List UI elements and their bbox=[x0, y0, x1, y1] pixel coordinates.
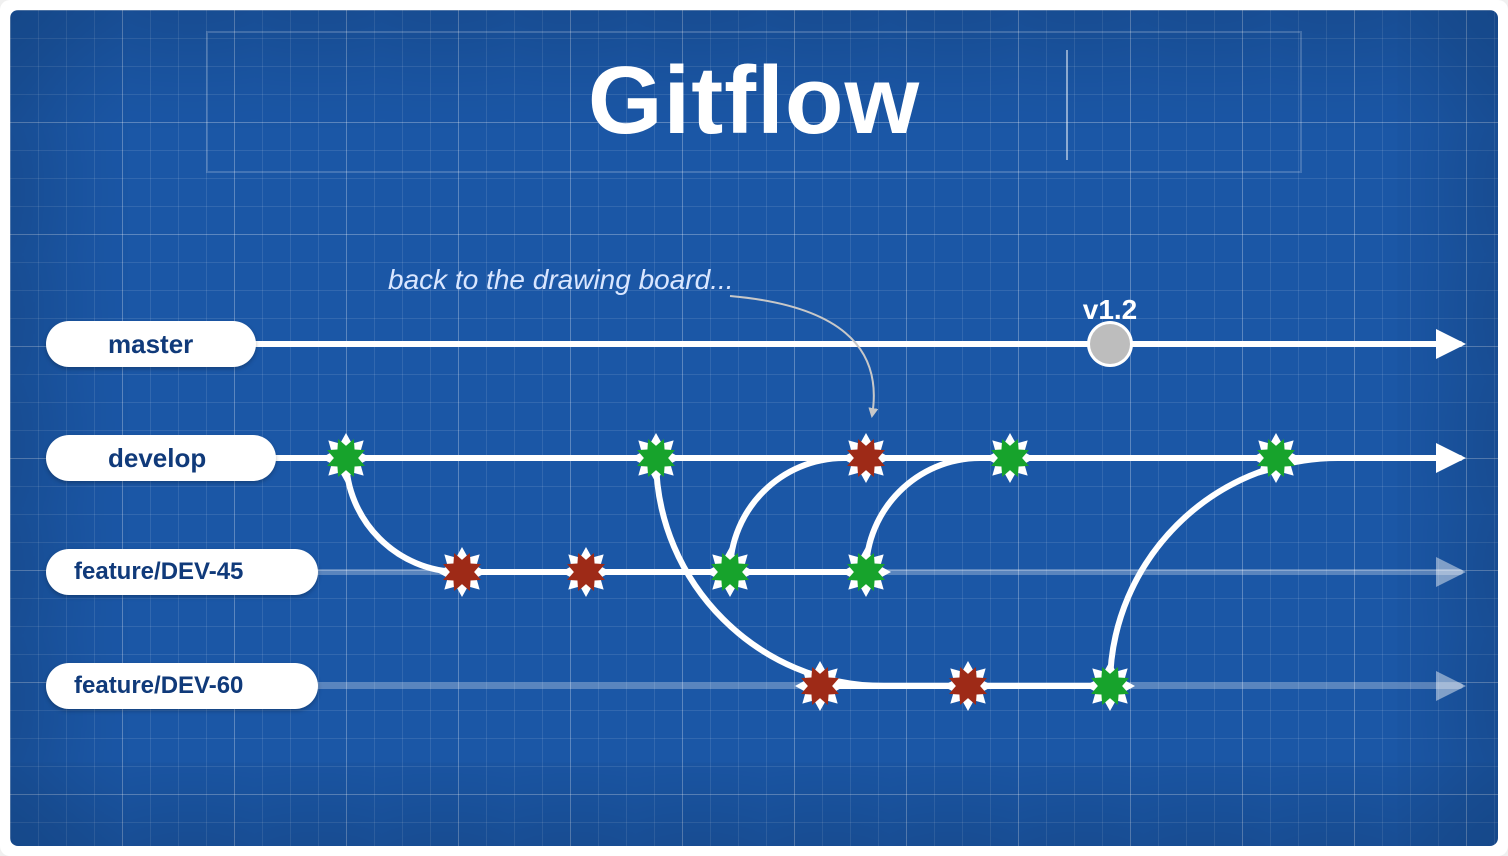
branch-label-master: master bbox=[46, 321, 256, 367]
subtitle-caption: back to the drawing board... bbox=[388, 264, 734, 296]
version-tag-label: v1.2 bbox=[1070, 294, 1150, 326]
diagram-stage: Gitflow back to the drawing board... v1.… bbox=[10, 10, 1498, 846]
branch-label-feat45: feature/DEV-45 bbox=[46, 549, 318, 595]
branch-label-develop: develop bbox=[46, 435, 276, 481]
branch-label-feat60: feature/DEV-60 bbox=[46, 663, 318, 709]
page-title: Gitflow bbox=[588, 46, 920, 156]
